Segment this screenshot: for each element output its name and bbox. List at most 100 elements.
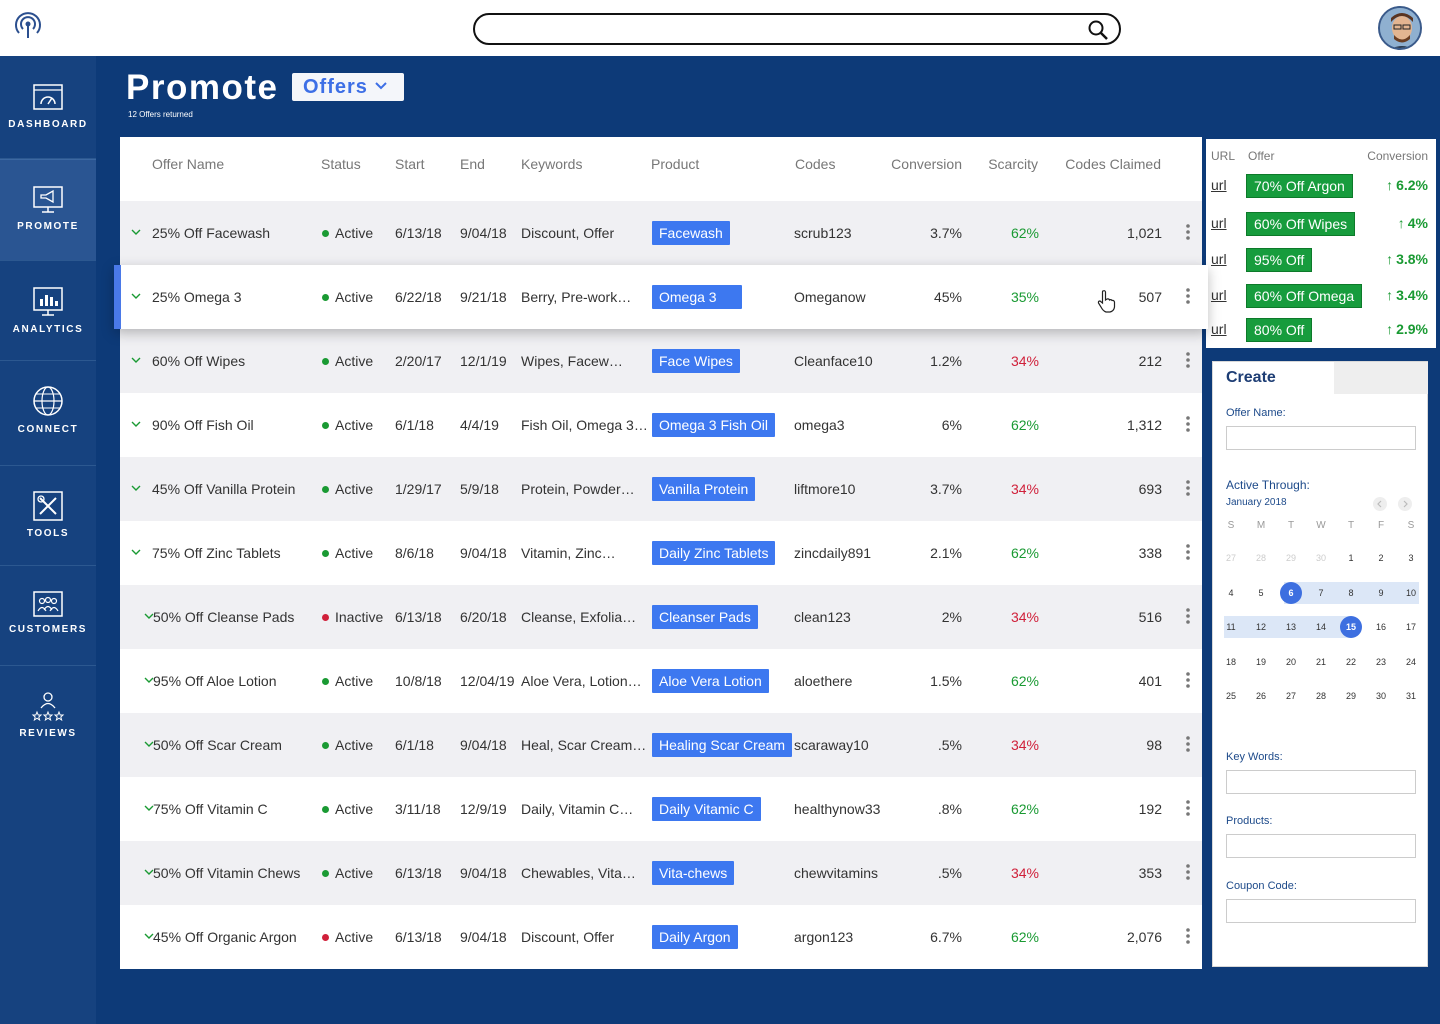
calendar-day[interactable]: 30 <box>1315 553 1326 563</box>
calendar-day[interactable]: 6 <box>1288 588 1294 598</box>
column-header[interactable]: Status <box>321 156 361 172</box>
product-badge[interactable]: Healing Scar Cream <box>652 733 793 757</box>
calendar-day[interactable]: 24 <box>1405 657 1416 667</box>
table-row[interactable]: 75% Off Vitamin C Active 3/11/18 12/9/19 Dai… <box>120 777 1202 841</box>
calendar-day[interactable]: 17 <box>1405 622 1416 632</box>
search-icon[interactable] <box>1087 19 1109 41</box>
more-options-icon[interactable] <box>1186 223 1190 241</box>
column-header[interactable]: End <box>460 156 485 172</box>
tab-secondary[interactable] <box>1334 362 1428 394</box>
expand-chevron-icon[interactable] <box>131 356 141 364</box>
calendar-day[interactable]: 29 <box>1285 553 1296 563</box>
calendar-day[interactable]: 29 <box>1345 691 1356 701</box>
offer-badge[interactable]: 60% Off Omega <box>1246 284 1363 308</box>
sidebar-item-tools[interactable]: TOOLS <box>0 466 96 566</box>
sidebar-item-customers[interactable]: CUSTOMERS <box>0 566 96 666</box>
calendar-day[interactable]: 22 <box>1345 657 1356 667</box>
product-badge[interactable]: Face Wipes <box>652 349 740 373</box>
table-row[interactable]: 50% Off Scar Cream Active 6/1/18 9/04/18 Hea… <box>120 713 1202 777</box>
column-header[interactable]: Conversion <box>891 156 962 172</box>
expand-chevron-icon[interactable] <box>131 228 141 236</box>
calendar-day[interactable]: 13 <box>1285 622 1296 632</box>
calendar-day[interactable]: 12 <box>1255 622 1266 632</box>
calendar-day[interactable]: 7 <box>1318 588 1324 598</box>
product-badge[interactable]: Omega 3 <box>652 285 742 309</box>
keywords-input[interactable] <box>1226 770 1416 794</box>
calendar-day[interactable]: 23 <box>1375 657 1386 667</box>
sidebar-item-promote[interactable]: PROMOTE <box>0 159 96 261</box>
offer-badge[interactable]: 80% Off <box>1246 318 1313 342</box>
view-dropdown[interactable]: Offers <box>292 73 404 101</box>
table-row[interactable]: 50% Off Cleanse Pads Inactive 6/13/18 6/20/… <box>120 585 1202 649</box>
table-row[interactable]: 50% Off Vitamin Chews Active 6/13/18 9/04/1… <box>120 841 1202 905</box>
expand-chevron-icon[interactable] <box>144 932 154 940</box>
product-badge[interactable]: Vita-chews <box>652 861 735 885</box>
table-row[interactable]: 25% Off Facewash Active 6/13/18 9/04/18 Disc… <box>120 201 1202 265</box>
expand-chevron-icon[interactable] <box>131 484 141 492</box>
calendar-day[interactable]: 30 <box>1375 691 1386 701</box>
offer-badge[interactable]: 60% Off Wipes <box>1246 212 1356 236</box>
more-options-icon[interactable] <box>1186 863 1190 881</box>
table-row[interactable]: 95% Off Aloe Lotion Active 10/8/18 12/04/19… <box>120 649 1202 713</box>
product-badge[interactable]: Aloe Vera Lotion <box>652 669 769 693</box>
offer-badge[interactable]: 70% Off Argon <box>1246 174 1353 198</box>
calendar-day[interactable]: 26 <box>1255 691 1266 701</box>
calendar-day[interactable]: 9 <box>1378 588 1384 598</box>
column-header[interactable]: Start <box>395 156 425 172</box>
calendar-day[interactable]: 31 <box>1405 691 1416 701</box>
calendar-day[interactable]: 15 <box>1345 622 1356 632</box>
more-options-icon[interactable] <box>1186 799 1190 817</box>
broadcast-logo-icon[interactable] <box>12 10 44 42</box>
more-options-icon[interactable] <box>1186 415 1190 433</box>
calendar-day[interactable]: 27 <box>1225 553 1236 563</box>
column-header[interactable]: Codes Claimed <box>1065 156 1161 172</box>
expand-chevron-icon[interactable] <box>144 804 154 812</box>
calendar-day[interactable]: 28 <box>1315 691 1326 701</box>
product-badge[interactable]: Omega 3 Fish Oil <box>652 413 775 437</box>
expand-chevron-icon[interactable] <box>144 740 154 748</box>
calendar-day[interactable]: 28 <box>1255 553 1266 563</box>
product-badge[interactable]: Daily Argon <box>652 925 738 949</box>
expand-chevron-icon[interactable] <box>131 420 141 428</box>
calendar-day[interactable]: 18 <box>1225 657 1236 667</box>
more-options-icon[interactable] <box>1186 735 1190 753</box>
offer-url-link[interactable]: url <box>1211 215 1227 231</box>
product-badge[interactable]: Vanilla Protein <box>652 477 756 501</box>
more-options-icon[interactable] <box>1186 927 1190 945</box>
expand-chevron-icon[interactable] <box>144 676 154 684</box>
calendar-prev-button[interactable] <box>1373 497 1387 511</box>
calendar-day[interactable]: 3 <box>1408 553 1414 563</box>
more-options-icon[interactable] <box>1186 287 1190 305</box>
table-row[interactable]: 75% Off Zinc Tablets Active 8/6/18 9/04/18 V… <box>120 521 1202 585</box>
calendar-day[interactable]: 25 <box>1225 691 1236 701</box>
calendar-day[interactable]: 2 <box>1378 553 1384 563</box>
more-options-icon[interactable] <box>1186 607 1190 625</box>
calendar-day[interactable]: 5 <box>1258 588 1264 598</box>
sidebar-item-analytics[interactable]: ANALYTICS <box>0 261 96 361</box>
expand-chevron-icon[interactable] <box>144 868 154 876</box>
column-header[interactable]: Keywords <box>521 156 583 172</box>
product-badge[interactable]: Cleanser Pads <box>652 605 758 629</box>
column-header[interactable]: Offer Name <box>152 156 225 172</box>
calendar-day[interactable]: 19 <box>1255 657 1266 667</box>
calendar-day[interactable]: 27 <box>1285 691 1296 701</box>
more-options-icon[interactable] <box>1186 479 1190 497</box>
product-badge[interactable]: Daily Zinc Tablets <box>652 541 776 565</box>
search-bar[interactable] <box>473 13 1121 45</box>
calendar-next-button[interactable] <box>1398 497 1412 511</box>
column-header[interactable]: Scarcity <box>988 156 1038 172</box>
calendar-day[interactable]: 1 <box>1348 553 1354 563</box>
sidebar-item-connect[interactable]: CONNECT <box>0 361 96 466</box>
products-input[interactable] <box>1226 834 1416 858</box>
offer-url-link[interactable]: url <box>1211 321 1227 337</box>
tab-create[interactable]: Create <box>1226 369 1276 386</box>
calendar-day[interactable]: 21 <box>1315 657 1326 667</box>
offer-name-input[interactable] <box>1226 426 1416 450</box>
table-row[interactable]: 90% Off Fish Oil Active 6/1/18 4/4/19 Fish O… <box>120 393 1202 457</box>
product-badge[interactable]: Facewash <box>652 221 730 245</box>
calendar-day[interactable]: 8 <box>1348 588 1354 598</box>
more-options-icon[interactable] <box>1186 543 1190 561</box>
column-header[interactable]: Codes <box>795 156 836 172</box>
table-row[interactable]: 60% Off Wipes Active 2/20/17 12/1/19 Wipes, … <box>120 329 1202 393</box>
search-input[interactable] <box>489 19 1079 39</box>
